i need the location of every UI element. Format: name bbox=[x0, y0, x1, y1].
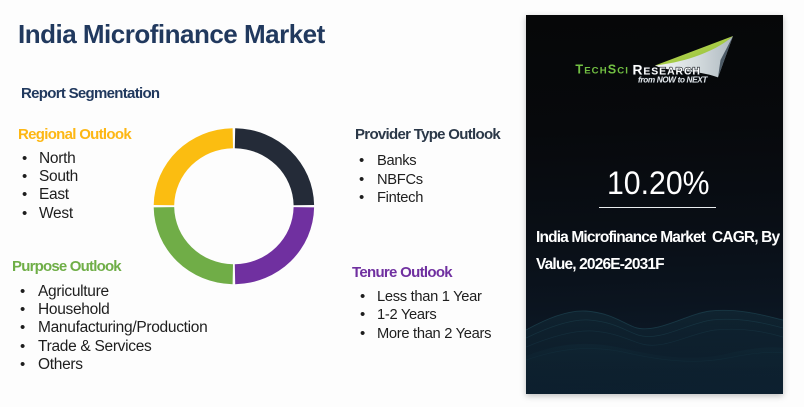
svg-text:TECHSCI: TECHSCI bbox=[575, 63, 629, 77]
svg-text:RESEARCH: RESEARCH bbox=[633, 63, 701, 78]
svg-text:from NOW to NEXT: from NOW to NEXT bbox=[638, 75, 708, 84]
